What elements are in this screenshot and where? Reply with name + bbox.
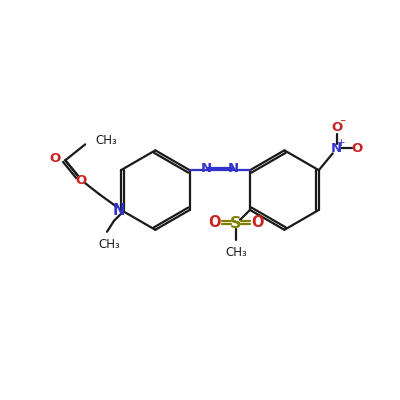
Text: O: O <box>208 215 220 230</box>
Text: N: N <box>331 142 342 155</box>
Text: CH₃: CH₃ <box>225 246 247 259</box>
Text: CH₃: CH₃ <box>98 238 120 251</box>
Text: N: N <box>113 204 125 218</box>
Text: N: N <box>201 162 212 175</box>
Text: CH₃: CH₃ <box>95 134 117 147</box>
Text: O: O <box>331 121 342 134</box>
Text: O: O <box>351 142 362 155</box>
Text: +: + <box>337 138 346 148</box>
Text: ⁻: ⁻ <box>340 117 346 130</box>
Text: N: N <box>227 162 238 175</box>
Text: O: O <box>76 174 87 187</box>
Text: O: O <box>50 152 61 165</box>
Text: S: S <box>230 216 242 231</box>
Text: O: O <box>252 215 264 230</box>
